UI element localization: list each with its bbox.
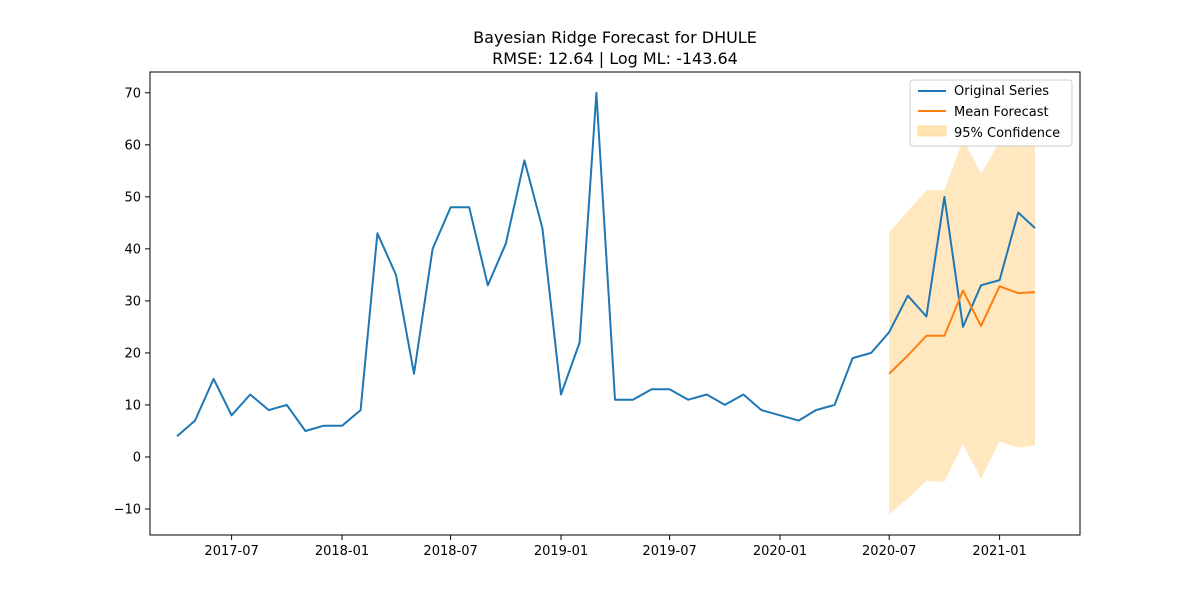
y-tick-label: 20 xyxy=(124,346,141,361)
y-tick-label: 50 xyxy=(124,190,141,205)
legend-band-label: 95% Confidence xyxy=(954,126,1060,141)
x-tick-label: 2019-01 xyxy=(534,544,588,559)
y-tick-label: 30 xyxy=(124,294,141,309)
legend-forecast-label: Mean Forecast xyxy=(954,105,1049,120)
y-tick-label: −10 xyxy=(114,502,141,517)
plot-frame xyxy=(149,71,1081,536)
x-tick-label: 2019-07 xyxy=(642,544,696,559)
legend-box xyxy=(909,79,1073,147)
x-tick-label: 2017-07 xyxy=(204,544,258,559)
x-tick-label: 2020-07 xyxy=(862,544,916,559)
x-tick-label: 2021-01 xyxy=(972,544,1026,559)
plot-area xyxy=(149,71,1081,536)
x-axis: 2017-07 2018-01 2018-07 2019-01 2019-07 2020-… xyxy=(204,535,1027,559)
y-tick-label: 10 xyxy=(124,398,141,413)
y-tick-label: 70 xyxy=(124,86,141,101)
mean-forecast-line xyxy=(888,285,1036,375)
y-tick-label: 0 xyxy=(133,450,141,465)
y-tick-label: 40 xyxy=(124,242,141,257)
legend-original-label: Original Series xyxy=(954,84,1049,99)
chart-title: Bayesian Ridge Forecast for DHULE xyxy=(473,28,757,47)
legend: Original Series Mean Forecast 95% Confid… xyxy=(909,79,1073,147)
x-tick-label: 2018-01 xyxy=(315,544,369,559)
original-series-line xyxy=(176,91,1036,437)
chart-subtitle: RMSE: 12.64 | Log ML: -143.64 xyxy=(492,49,738,68)
legend-band-swatch xyxy=(917,125,947,137)
y-axis: −10 0 10 20 30 40 50 60 70 xyxy=(114,86,150,517)
x-tick-label: 2020-01 xyxy=(753,544,807,559)
y-tick-label: 60 xyxy=(124,138,141,153)
x-tick-label: 2018-07 xyxy=(423,544,477,559)
